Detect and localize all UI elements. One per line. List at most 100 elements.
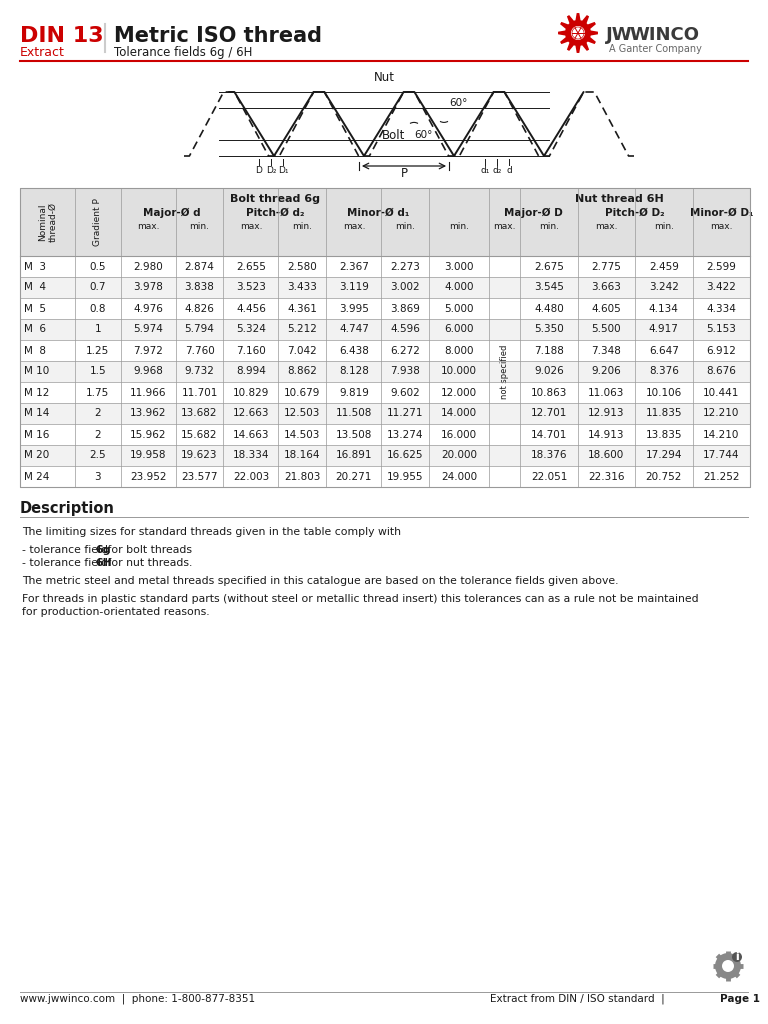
Text: 5.500: 5.500 (591, 325, 621, 335)
Bar (20, 188, 750, 487)
Text: 2: 2 (94, 409, 101, 419)
Text: 3.433: 3.433 (287, 283, 317, 293)
Text: 3: 3 (94, 471, 101, 481)
Text: Pitch-Ø d₂: Pitch-Ø d₂ (246, 208, 304, 218)
Text: 2.655: 2.655 (236, 261, 266, 271)
Text: 3.422: 3.422 (707, 283, 737, 293)
Text: 3.523: 3.523 (236, 283, 266, 293)
Text: 8.376: 8.376 (649, 367, 679, 377)
Text: M 24: M 24 (24, 471, 49, 481)
Text: for production-orientated reasons.: for production-orientated reasons. (22, 607, 210, 617)
Text: 6.912: 6.912 (707, 345, 737, 355)
Text: Nut thread 6H: Nut thread 6H (575, 194, 664, 204)
Text: 4.134: 4.134 (649, 303, 679, 313)
Text: 0.8: 0.8 (90, 303, 106, 313)
Text: 11.063: 11.063 (588, 387, 624, 397)
Text: 10.679: 10.679 (284, 387, 320, 397)
Text: 18.164: 18.164 (284, 451, 321, 461)
Text: 6.438: 6.438 (339, 345, 369, 355)
Text: 5.350: 5.350 (534, 325, 564, 335)
Text: min.: min. (539, 222, 559, 231)
Text: D: D (256, 166, 263, 175)
Text: 4.976: 4.976 (133, 303, 163, 313)
Text: 5.324: 5.324 (236, 325, 266, 335)
Text: 11.701: 11.701 (181, 387, 217, 397)
Circle shape (722, 961, 734, 972)
Text: 14.503: 14.503 (284, 429, 320, 439)
Text: Tolerance fields 6g / 6H: Tolerance fields 6g / 6H (114, 46, 253, 59)
Text: 4.334: 4.334 (707, 303, 737, 313)
Text: M  8: M 8 (24, 345, 46, 355)
Circle shape (715, 953, 741, 979)
Text: 10.863: 10.863 (531, 387, 567, 397)
Text: 11.508: 11.508 (336, 409, 372, 419)
Text: 4.826: 4.826 (184, 303, 214, 313)
Text: 9.602: 9.602 (390, 387, 420, 397)
Text: 13.682: 13.682 (181, 409, 218, 419)
Text: 10.441: 10.441 (703, 387, 740, 397)
Text: M  5: M 5 (24, 303, 46, 313)
Text: 2.367: 2.367 (339, 261, 369, 271)
Text: for nut threads.: for nut threads. (104, 558, 193, 568)
Text: Description: Description (20, 501, 115, 516)
Text: 5.794: 5.794 (184, 325, 214, 335)
Text: 3.978: 3.978 (133, 283, 163, 293)
Text: i: i (735, 952, 739, 962)
Text: M  4: M 4 (24, 283, 46, 293)
Text: 16.000: 16.000 (441, 429, 477, 439)
Text: Page 1: Page 1 (720, 994, 760, 1004)
Text: 14.000: 14.000 (441, 409, 477, 419)
Bar (20, 361, 750, 382)
Text: 20.000: 20.000 (441, 451, 477, 461)
Text: 22.051: 22.051 (531, 471, 567, 481)
Text: 6g: 6g (95, 545, 111, 555)
Text: 2.874: 2.874 (184, 261, 214, 271)
Text: 20.271: 20.271 (336, 471, 372, 481)
Text: 6.272: 6.272 (390, 345, 420, 355)
Text: DIN 13: DIN 13 (20, 26, 104, 46)
Text: 17.744: 17.744 (703, 451, 740, 461)
Text: WINCO: WINCO (629, 26, 699, 44)
Text: 12.503: 12.503 (284, 409, 320, 419)
Text: Major-Ø D: Major-Ø D (504, 208, 563, 218)
Text: M  3: M 3 (24, 261, 46, 271)
Text: 16.891: 16.891 (336, 451, 372, 461)
Text: 24.000: 24.000 (441, 471, 477, 481)
Bar (20, 403, 750, 424)
Text: 13.835: 13.835 (646, 429, 682, 439)
Text: The limiting sizes for standard threads given in the table comply with: The limiting sizes for standard threads … (22, 527, 401, 537)
Polygon shape (558, 13, 598, 53)
Bar (20, 382, 750, 403)
Bar (20, 445, 750, 466)
Text: 22.316: 22.316 (588, 471, 624, 481)
Text: 3.545: 3.545 (534, 283, 564, 293)
Text: 7.938: 7.938 (390, 367, 420, 377)
Text: max.: max. (240, 222, 262, 231)
Text: d₁: d₁ (480, 166, 490, 175)
Text: 3.838: 3.838 (184, 283, 214, 293)
Text: 11.271: 11.271 (387, 409, 424, 419)
Text: 23.577: 23.577 (181, 471, 218, 481)
Text: 14.701: 14.701 (531, 429, 567, 439)
Text: Pitch-Ø D₂: Pitch-Ø D₂ (605, 208, 665, 218)
Text: 10.000: 10.000 (441, 367, 477, 377)
Text: D₂: D₂ (266, 166, 276, 175)
Text: M  6: M 6 (24, 325, 46, 335)
Text: 12.663: 12.663 (233, 409, 270, 419)
Text: 2.580: 2.580 (287, 261, 317, 271)
Text: 5.212: 5.212 (287, 325, 317, 335)
Text: 11.835: 11.835 (646, 409, 682, 419)
Text: max.: max. (343, 222, 365, 231)
Text: For threads in plastic standard parts (without steel or metallic thread insert) : For threads in plastic standard parts (w… (22, 594, 699, 604)
Text: Nut: Nut (373, 71, 395, 84)
Text: 4.917: 4.917 (649, 325, 679, 335)
Text: 6.647: 6.647 (649, 345, 679, 355)
Text: Minor-Ø d₁: Minor-Ø d₁ (346, 208, 409, 218)
Text: 18.600: 18.600 (588, 451, 624, 461)
Text: 12.913: 12.913 (588, 409, 624, 419)
Text: 15.682: 15.682 (181, 429, 218, 439)
Text: 2.273: 2.273 (390, 261, 420, 271)
Text: 19.958: 19.958 (130, 451, 167, 461)
Text: max.: max. (137, 222, 159, 231)
Text: A Ganter Company: A Ganter Company (609, 44, 702, 54)
